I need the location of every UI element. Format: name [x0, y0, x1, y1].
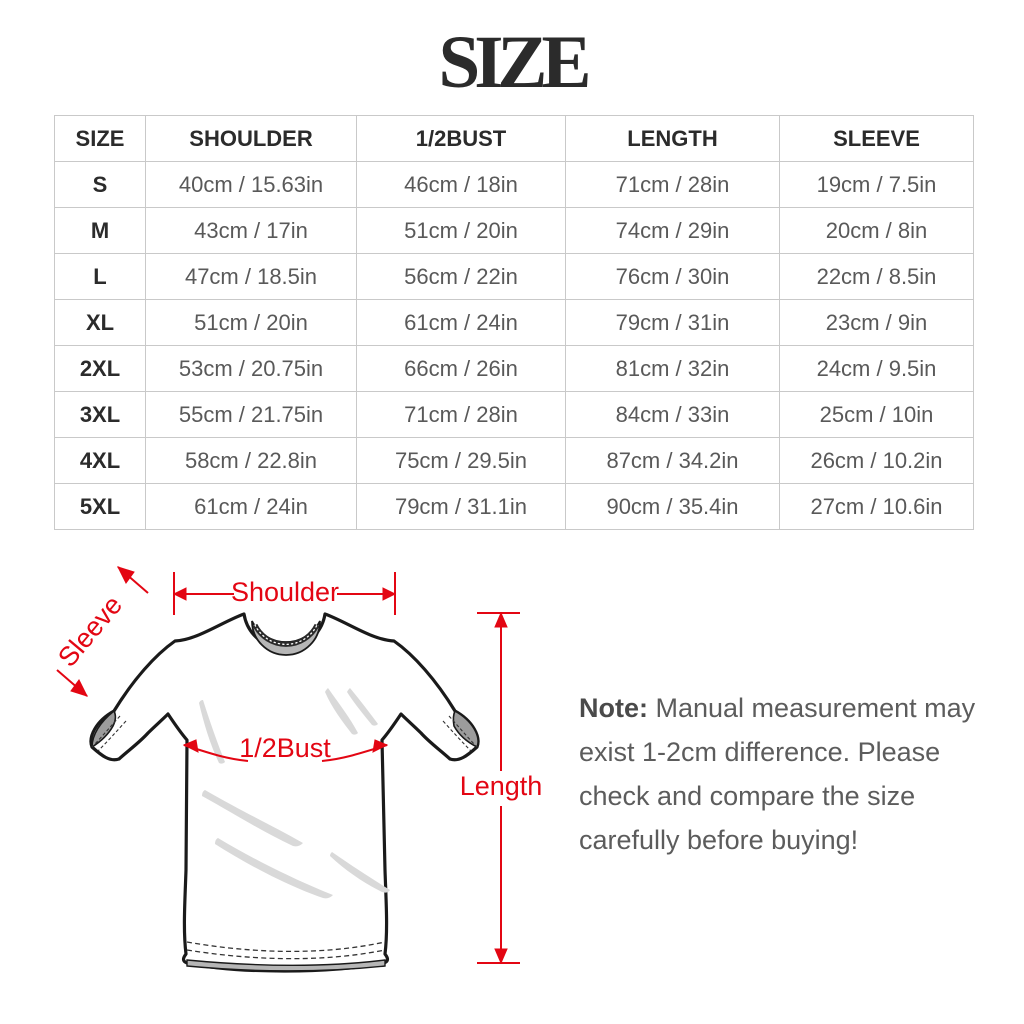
svg-text:Length: Length: [460, 771, 543, 801]
svg-text:Sleeve: Sleeve: [52, 590, 128, 673]
svg-text:1/2Bust: 1/2Bust: [239, 733, 331, 763]
svg-text:Shoulder: Shoulder: [231, 577, 339, 607]
